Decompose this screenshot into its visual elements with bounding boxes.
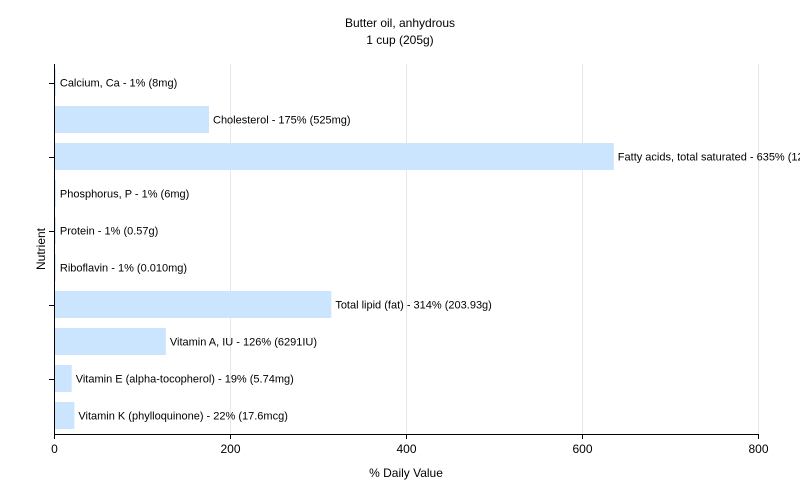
y-axis-label: Nutrient — [34, 227, 48, 270]
bar-label: Vitamin A, IU - 126% (6291IU) — [170, 337, 317, 349]
bar — [55, 254, 56, 281]
bar-label: Fatty acids, total saturated - 635% (126… — [618, 152, 800, 164]
bar — [55, 180, 56, 207]
bar — [55, 328, 166, 355]
bar — [55, 402, 75, 429]
chart-subtitle: 1 cup (205g) — [366, 33, 433, 47]
x-tick-label: 200 — [220, 442, 240, 456]
bar — [55, 143, 614, 170]
bars-group: Calcium, Ca - 1% (8mg) Cholesterol - 175%… — [55, 69, 800, 429]
x-tick-label: 400 — [396, 442, 416, 456]
x-tick-label: 600 — [572, 442, 592, 456]
grid-lines — [230, 64, 759, 434]
bar-label: Riboflavin - 1% (0.010mg) — [60, 263, 187, 275]
x-tick-label: 0 — [51, 442, 58, 456]
bar-label: Total lipid (fat) - 314% (203.93g) — [335, 300, 492, 312]
bar-label: Protein - 1% (0.57g) — [60, 226, 158, 238]
bar-label: Phosphorus, P - 1% (6mg) — [60, 189, 189, 201]
x-tick-label: 800 — [748, 442, 768, 456]
bar-label: Vitamin E (alpha-tocopherol) - 19% (5.74… — [76, 374, 294, 386]
bar — [55, 106, 209, 133]
chart-title: Butter oil, anhydrous — [345, 16, 455, 30]
bar-label: Vitamin K (phylloquinone) - 22% (17.6mcg… — [78, 411, 288, 423]
x-tick-labels: 0 200 400 600 800 — [51, 442, 769, 456]
bar — [55, 365, 72, 392]
axes-group — [49, 64, 759, 439]
bar — [55, 217, 56, 244]
bar — [55, 291, 332, 318]
x-axis-label: % Daily Value — [369, 466, 443, 480]
bar-label: Cholesterol - 175% (525mg) — [213, 115, 351, 127]
bar — [55, 69, 56, 96]
bar-label: Calcium, Ca - 1% (8mg) — [60, 78, 177, 90]
